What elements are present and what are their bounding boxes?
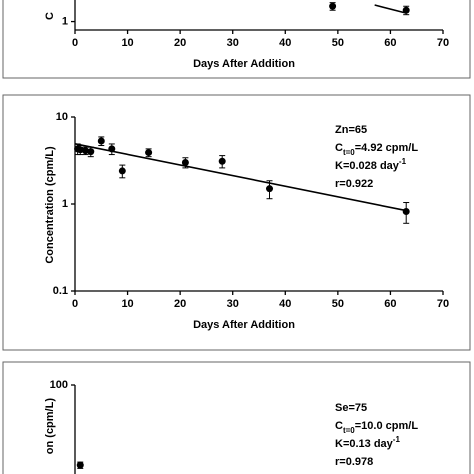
data-point: [402, 6, 410, 14]
data-point: [181, 158, 189, 166]
annotation-part: t=0: [343, 426, 355, 435]
x-axis-label: Days After Addition: [193, 319, 295, 331]
annotation-part: =10.0 cpm/L: [355, 420, 419, 432]
x-tick-label: 30: [227, 298, 239, 310]
panel-frame: [2, 361, 471, 474]
annotation: Ct=0=10.0 cpm/L: [335, 420, 418, 435]
data-point: [108, 145, 116, 153]
panel-frame: [2, 94, 471, 351]
data-point: [145, 149, 153, 157]
data-point: [329, 2, 337, 10]
x-tick-label: 50: [332, 298, 344, 310]
y-axis-label: C: [44, 12, 56, 20]
annotation-part: K=0.13 day: [335, 438, 394, 450]
x-tick-label: 0: [72, 298, 78, 310]
data-point: [82, 147, 90, 155]
x-tick-label: 10: [121, 298, 133, 310]
y-axis-label: on (cpm/L): [44, 398, 56, 455]
annotation-part: K=0.028 day: [335, 160, 400, 172]
annotation: Zn=65: [335, 124, 367, 136]
data-point: [87, 148, 95, 156]
annotation: K=0.028 day-1: [335, 157, 407, 172]
y-axis-label: Concentration (cpm/L): [44, 146, 56, 264]
fit-line: [374, 4, 407, 14]
data-point: [76, 146, 84, 154]
annotation-part: -1: [393, 435, 401, 444]
y-tick-label: 100: [50, 379, 68, 391]
x-tick-label: 10: [121, 37, 133, 49]
x-tick-label: 40: [279, 298, 291, 310]
annotation-part: Zn=65: [335, 124, 367, 136]
y-tick-label: 1: [62, 15, 68, 27]
data-point: [402, 207, 410, 215]
x-tick-label: 60: [384, 298, 396, 310]
annotation: r=0.922: [335, 178, 373, 190]
x-axis-label: Days After Addition: [193, 58, 295, 70]
annotation-part: t=0: [343, 148, 355, 157]
y-tick-label: 10: [56, 111, 68, 123]
annotation: Se=75: [335, 402, 367, 414]
x-tick-label: 0: [72, 37, 78, 49]
annotation: Ct=0=4.92 cpm/L: [335, 142, 418, 157]
annotation: K=0.13 day-1: [335, 435, 400, 450]
data-point: [266, 185, 274, 193]
data-point: [218, 157, 226, 165]
fit-line: [74, 143, 407, 212]
x-tick-label: 20: [174, 37, 186, 49]
annotation-part: =4.92 cpm/L: [355, 142, 419, 154]
x-tick-label: 20: [174, 298, 186, 310]
annotation-part: r=0.978: [335, 456, 373, 468]
y-tick-label: 1: [62, 198, 68, 210]
annotation: r=0.978: [335, 456, 373, 468]
annotation-part: -1: [399, 157, 407, 166]
annotation-part: Se=75: [335, 402, 367, 414]
x-tick-label: 60: [384, 37, 396, 49]
annotation-part: r=0.922: [335, 178, 373, 190]
data-point: [97, 137, 105, 145]
annotation-part: C: [335, 420, 343, 432]
panel-frame: [2, 0, 471, 79]
x-tick-label: 70: [437, 37, 449, 49]
data-point: [76, 461, 84, 469]
x-tick-label: 70: [437, 298, 449, 310]
x-tick-label: 30: [227, 37, 239, 49]
data-point: [118, 167, 126, 175]
x-tick-label: 40: [279, 37, 291, 49]
annotation-part: C: [335, 142, 343, 154]
x-tick-label: 50: [332, 37, 344, 49]
y-tick-label: 0.1: [53, 285, 68, 297]
